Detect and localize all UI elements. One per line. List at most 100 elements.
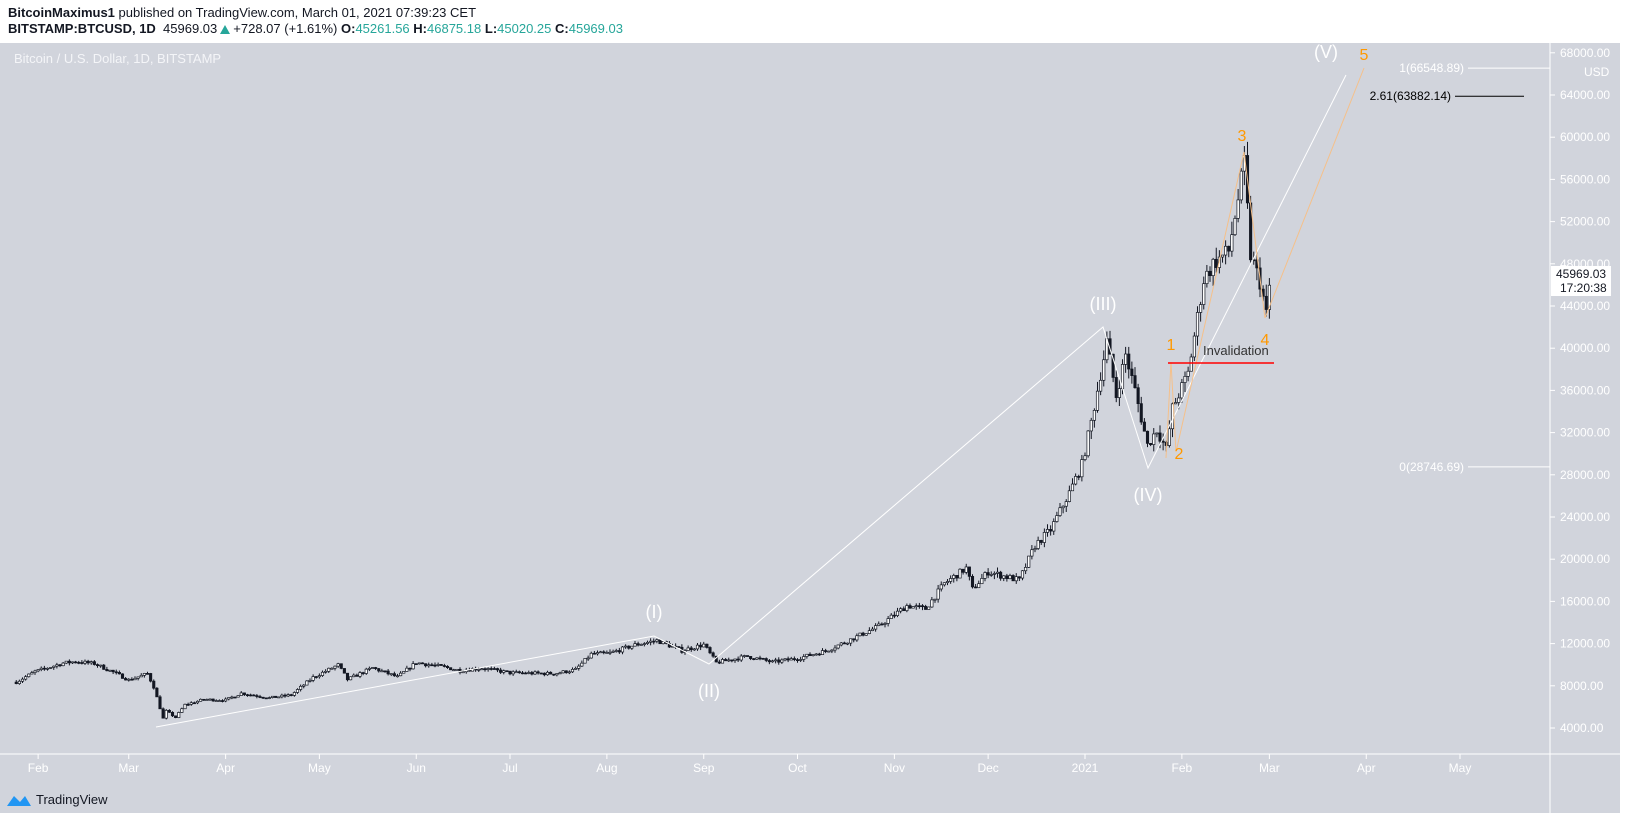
candle-down bbox=[1130, 368, 1134, 376]
candle-down bbox=[955, 575, 959, 579]
candle-up bbox=[630, 645, 634, 649]
candle-up bbox=[336, 663, 340, 667]
candle-up bbox=[867, 630, 871, 634]
candle-up bbox=[199, 698, 203, 702]
major-wave-label: (IV) bbox=[1134, 485, 1163, 505]
candle-down bbox=[986, 572, 990, 576]
candle-down bbox=[386, 670, 390, 675]
candle-down bbox=[842, 642, 846, 645]
candle-down bbox=[724, 659, 728, 662]
candle-up bbox=[958, 568, 962, 579]
candle-down bbox=[970, 576, 975, 588]
candle-up bbox=[1199, 304, 1203, 313]
candle-up bbox=[302, 684, 306, 687]
candle-down bbox=[1158, 432, 1162, 442]
candle-up bbox=[177, 712, 181, 718]
candle-up bbox=[789, 658, 793, 661]
brand-name: TradingView bbox=[36, 792, 108, 807]
currency-label[interactable]: USD bbox=[1584, 65, 1610, 79]
candle-down bbox=[767, 660, 771, 663]
candle-down bbox=[392, 673, 396, 677]
candle-up bbox=[1102, 359, 1106, 381]
candle-up bbox=[1167, 428, 1171, 446]
candle-up bbox=[611, 650, 615, 653]
candle-down bbox=[1127, 353, 1131, 370]
x-tick-label: Jun bbox=[407, 761, 426, 775]
candle-down bbox=[283, 694, 287, 697]
candle-up bbox=[1195, 312, 1200, 337]
candle-up bbox=[1211, 258, 1215, 277]
candle-up bbox=[1239, 170, 1243, 201]
candle-down bbox=[708, 647, 712, 654]
candle-down bbox=[617, 650, 621, 653]
candle-down bbox=[520, 672, 525, 675]
close-value: 45969.03 bbox=[568, 21, 623, 36]
candle-up bbox=[214, 700, 218, 702]
major-wave-line bbox=[155, 74, 1347, 728]
candle-down bbox=[536, 671, 540, 674]
candle-down bbox=[167, 709, 171, 713]
candle-down bbox=[14, 681, 18, 684]
candle-up bbox=[1180, 382, 1184, 399]
candle-down bbox=[124, 678, 128, 681]
candle-up bbox=[136, 676, 140, 679]
candle-up bbox=[1052, 521, 1056, 532]
candle-down bbox=[902, 608, 906, 612]
candle-up bbox=[739, 655, 743, 661]
candle-up bbox=[942, 582, 946, 586]
candle-down bbox=[705, 643, 709, 648]
y-tick-label: 56000.00 bbox=[1560, 172, 1610, 186]
candle-down bbox=[699, 644, 703, 648]
author-name[interactable]: BitcoinMaximus1 bbox=[8, 5, 115, 20]
axes: 4000.008000.0012000.0016000.0020000.0024… bbox=[28, 46, 1611, 775]
candle-up bbox=[470, 668, 475, 672]
candle-up bbox=[327, 667, 331, 672]
x-tick-label: Apr bbox=[216, 761, 235, 775]
candle-down bbox=[1077, 476, 1081, 478]
minor-wave-label: 2 bbox=[1175, 446, 1184, 463]
candle-up bbox=[358, 672, 362, 677]
candle-up bbox=[877, 623, 881, 626]
candle-up bbox=[52, 665, 56, 668]
candle-up bbox=[1124, 353, 1128, 365]
candle-up bbox=[949, 578, 953, 582]
candle-up bbox=[914, 605, 918, 608]
candle-down bbox=[492, 668, 496, 670]
candle-down bbox=[345, 672, 350, 681]
candle-down bbox=[764, 658, 768, 661]
candle-down bbox=[449, 667, 453, 671]
candle-down bbox=[592, 652, 596, 655]
candle-up bbox=[886, 618, 890, 624]
candle-up bbox=[633, 643, 637, 647]
candle-down bbox=[677, 646, 681, 648]
candle-down bbox=[549, 671, 553, 675]
candle-down bbox=[1264, 295, 1268, 310]
candle-down bbox=[111, 669, 115, 673]
candle-up bbox=[858, 632, 862, 637]
candle-down bbox=[342, 668, 346, 674]
candle-up bbox=[1083, 455, 1087, 460]
candle-up bbox=[983, 572, 987, 579]
candle-down bbox=[530, 672, 534, 675]
candle-up bbox=[370, 667, 375, 669]
candle-down bbox=[86, 660, 90, 664]
minor-wave-line bbox=[1165, 67, 1365, 459]
candle-up bbox=[577, 665, 581, 669]
candle-down bbox=[442, 665, 446, 667]
candle-up bbox=[380, 670, 384, 673]
candle-up bbox=[267, 697, 271, 699]
candle-down bbox=[1114, 377, 1118, 398]
major-wave-label: (III) bbox=[1090, 294, 1117, 314]
candle-up bbox=[1042, 532, 1046, 543]
candle-up bbox=[455, 668, 459, 671]
candle-down bbox=[1005, 575, 1009, 580]
candle-up bbox=[511, 671, 515, 675]
candle-up bbox=[742, 655, 746, 657]
candle-up bbox=[599, 651, 603, 654]
tradingview-logo[interactable]: TradingView bbox=[6, 792, 108, 807]
candle-up bbox=[399, 672, 403, 677]
x-tick-label: May bbox=[308, 761, 331, 775]
candle-up bbox=[905, 605, 909, 612]
candle-down bbox=[795, 659, 800, 661]
